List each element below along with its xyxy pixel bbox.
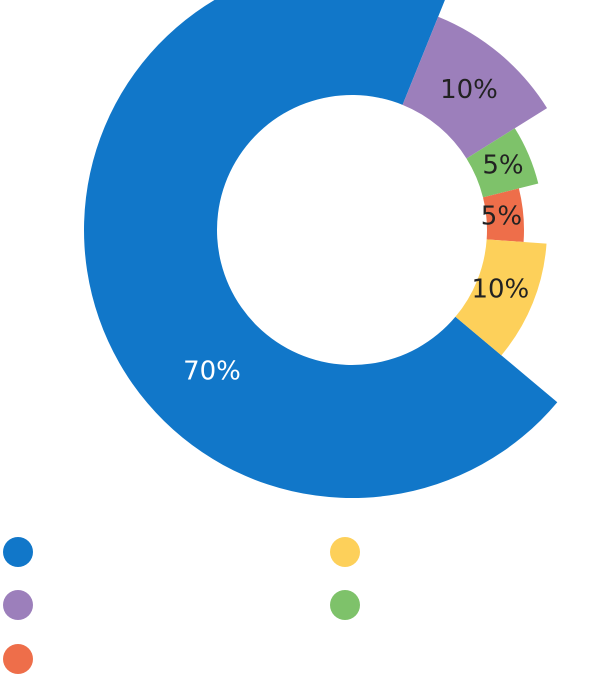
legend [0,530,600,676]
legend-item-green [330,590,370,620]
slice-1 [402,16,548,159]
slice-label-1: 10% [440,75,498,105]
slice-0 [84,0,558,498]
slice-label-0: 70% [183,357,241,387]
legend-dot-purple [3,590,33,620]
legend-dot-yellow [330,537,360,567]
legend-item-blue [3,537,43,567]
donut-chart: 70% 10% 5% 5% 10% [84,0,558,498]
legend-dot-green [330,590,360,620]
slice-label-2: 5% [482,150,523,180]
slice-4 [455,239,547,356]
legend-item-purple [3,590,43,620]
slice-2 [466,128,539,198]
slice-label-3: 5% [481,201,522,231]
legend-dot-orange [3,644,33,674]
slice-3 [482,188,524,242]
legend-item-yellow [330,537,370,567]
legend-item-orange [3,644,43,674]
legend-dot-blue [3,537,33,567]
slice-label-4: 10% [471,274,529,304]
